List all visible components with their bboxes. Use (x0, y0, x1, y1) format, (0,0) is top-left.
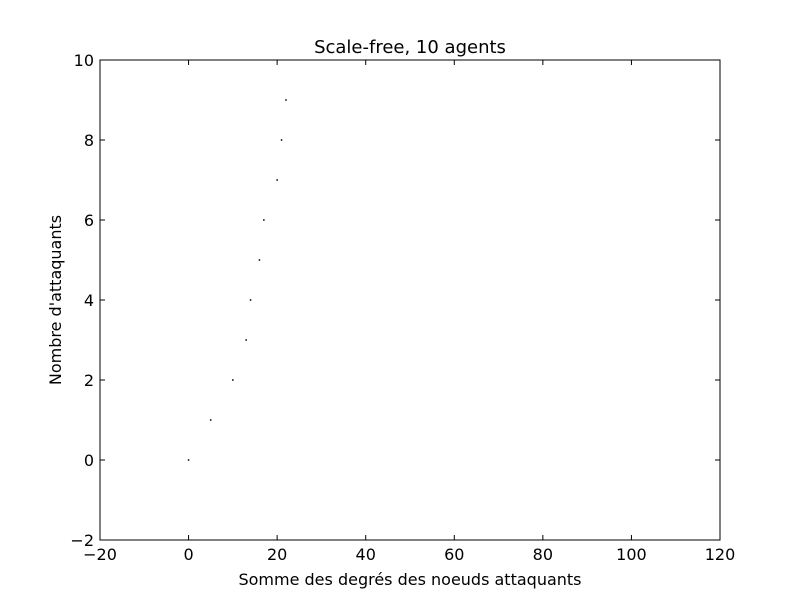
data-point (187, 459, 190, 461)
y-tick-label: −2 (70, 531, 94, 550)
x-tick-label: 100 (616, 545, 647, 564)
chart-title: Scale-free, 10 agents (314, 37, 506, 58)
data-point (285, 99, 287, 101)
x-tick-label: 60 (444, 545, 464, 564)
data-point (276, 179, 279, 181)
x-axis-label: Somme des degrés des noeuds attaquants (238, 570, 581, 589)
data-point (258, 259, 261, 261)
x-axis-ticks: −20 0 20 40 60 80 100 120 (83, 60, 735, 564)
y-tick-label: 0 (84, 451, 94, 470)
data-point (245, 339, 248, 341)
y-tick-label: 6 (84, 211, 94, 230)
x-tick-label: 40 (356, 545, 376, 564)
data-point (262, 219, 265, 221)
x-tick-label: 80 (533, 545, 553, 564)
y-tick-label: 8 (84, 131, 94, 150)
x-tick-label: −20 (83, 545, 117, 564)
data-point (209, 419, 212, 421)
x-tick-label: 0 (183, 545, 193, 564)
data-point (280, 139, 283, 141)
y-axis-ticks: −2 0 2 4 6 8 10 (70, 51, 720, 550)
data-point (249, 299, 252, 301)
data-point (231, 379, 234, 381)
x-tick-label: 20 (267, 545, 287, 564)
axes-frame (99, 59, 721, 541)
y-axis-label: Nombre d'attaquants (46, 215, 65, 385)
data-points (187, 99, 287, 461)
y-tick-label: 2 (84, 371, 94, 390)
y-tick-label: 10 (74, 51, 94, 70)
x-tick-label: 120 (705, 545, 736, 564)
y-tick-label: 4 (84, 291, 94, 310)
